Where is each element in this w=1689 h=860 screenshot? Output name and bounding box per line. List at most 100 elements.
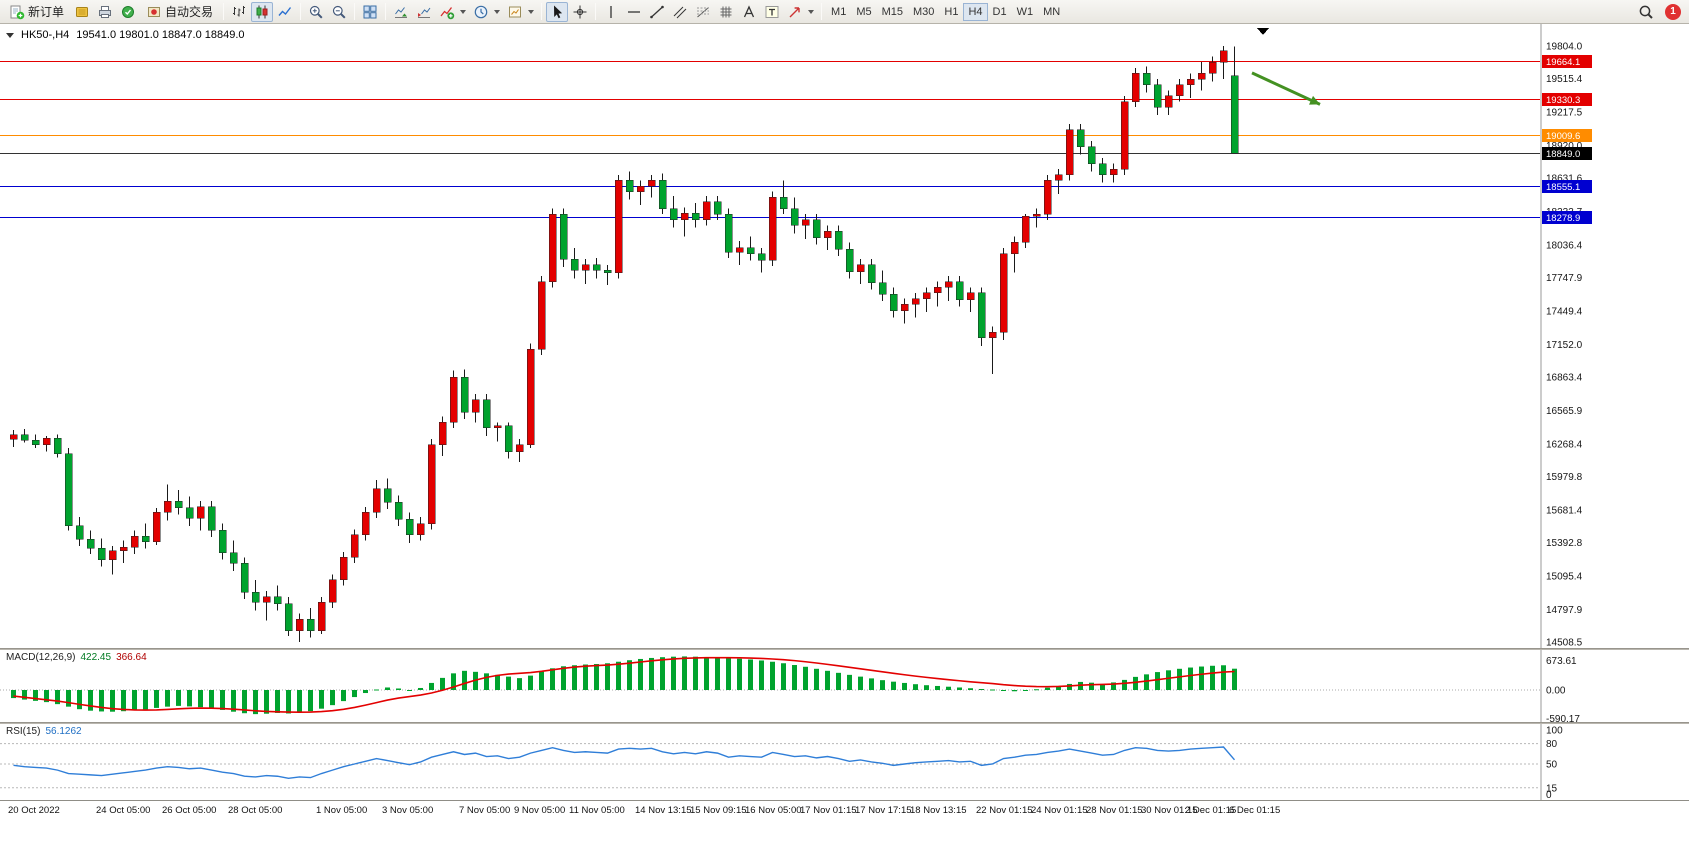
tile-windows-button[interactable] [359, 2, 381, 22]
text-label-button[interactable] [761, 2, 783, 22]
timeframe-m1[interactable]: M1 [831, 5, 847, 18]
candle-body [119, 547, 128, 551]
candle-body [317, 602, 326, 631]
expert-advisors-button[interactable] [117, 2, 139, 22]
toolbar-separator [821, 3, 823, 20]
vertical-line-icon [610, 5, 612, 18]
main-chart-panel[interactable]: 19804.019515.419217.518920.018631.618333… [0, 24, 1689, 648]
macd-bar [55, 690, 60, 705]
candle-body [1120, 101, 1129, 170]
macd-bar [946, 686, 951, 690]
macd-histogram [11, 656, 1237, 715]
search-button[interactable] [1635, 2, 1657, 22]
macd-bar [385, 687, 390, 690]
macd-bar [1188, 667, 1193, 690]
rsi-panel[interactable]: 100 80 50 15 0 RSI(15) 56.1262 [0, 724, 1689, 800]
vertical-line-button[interactable] [600, 2, 622, 22]
panel-splitter[interactable] [0, 648, 1689, 650]
panel-splitter[interactable] [0, 722, 1689, 724]
main-chart-canvas[interactable]: 19804.019515.419217.518920.018631.618333… [0, 24, 1689, 648]
price-tick-label: 17747.9 [1546, 273, 1583, 284]
candlestick-chart-button[interactable] [251, 1, 274, 22]
macd-bar [297, 690, 302, 713]
fibonacci-button[interactable] [692, 2, 714, 22]
timeframe-h4[interactable]: H4 [963, 2, 988, 21]
timeframe-m15[interactable]: M15 [881, 5, 903, 18]
macd-bar [187, 690, 192, 707]
price-tick-label: 18920.0 [1546, 141, 1583, 152]
auto-trading-label: 自动交易 [165, 5, 214, 19]
templates-button[interactable] [504, 2, 537, 22]
price-axis-group[interactable]: 19804.019515.419217.518920.018631.618333… [1540, 24, 1583, 648]
macd-bar [352, 690, 357, 698]
zoom-in-button[interactable] [305, 2, 327, 22]
indicators-button[interactable] [436, 2, 469, 22]
candle-body [86, 539, 95, 549]
rsi-scale-label: 50 [1546, 760, 1558, 771]
candle-body [537, 281, 546, 350]
timeframe-h1[interactable]: H1 [944, 5, 959, 18]
crosshair-button[interactable] [569, 2, 591, 22]
time-axis-label: 18 Nov 13:15 [910, 805, 967, 816]
macd-bar [1155, 672, 1160, 690]
rsi-canvas[interactable]: 100 80 50 150 [0, 724, 1689, 800]
time-axis-label: 6 Dec 01:15 [1229, 805, 1281, 816]
trend-arrow-annotation[interactable] [1251, 71, 1321, 106]
channel-button[interactable] [669, 2, 691, 22]
print-button[interactable] [94, 2, 116, 22]
candle-body [944, 281, 953, 288]
text-button[interactable] [738, 2, 760, 22]
auto-scroll-button[interactable] [390, 2, 412, 22]
dropdown-arrow-icon [460, 9, 467, 14]
horizontal-line-button[interactable] [623, 2, 645, 22]
timeframe-m30[interactable]: M30 [913, 5, 935, 18]
periods-button[interactable] [470, 2, 503, 22]
candle-body [493, 425, 502, 429]
candle-body [438, 422, 447, 446]
macd-panel[interactable]: 673.61 0.00 -590.17 MACD(12,26,9) 422.45 3… [0, 650, 1689, 722]
time-axis[interactable]: 20 Oct 2022 24 Oct 05:00 26 Oct 05:00 28 Oc… [0, 800, 1689, 820]
line-chart-button[interactable] [274, 2, 296, 22]
timeframe-group: M1 M5 M15 M30 H1 H4 D1 W1 MN [826, 2, 1065, 21]
timeframe-mn[interactable]: MN [1043, 5, 1061, 18]
candle-body [427, 444, 436, 524]
macd-main-value: 422.45 [80, 652, 112, 663]
macd-bar [286, 690, 291, 714]
macd-bar [1122, 679, 1127, 690]
candle-body [922, 292, 931, 299]
time-axis-label: 28 Nov 01:15 [1086, 805, 1143, 816]
notification-badge[interactable]: 1 [1665, 3, 1681, 20]
zoom-out-button[interactable] [328, 2, 350, 22]
expert-advisors-icon [122, 5, 135, 18]
arrows-button[interactable] [784, 2, 817, 22]
grid-tool-button[interactable] [715, 2, 737, 22]
cursor-button[interactable] [546, 1, 569, 22]
macd-canvas[interactable]: 673.61 0.00 -590.17 [0, 650, 1689, 722]
scroll-to-end-marker[interactable] [1257, 28, 1269, 35]
candle-body [911, 298, 920, 305]
timeframe-d1[interactable]: D1 [992, 5, 1007, 18]
candle-body [977, 292, 986, 339]
new-order-button[interactable]: 新订单 [3, 2, 70, 22]
candle-body [449, 377, 458, 423]
market-watch-button[interactable] [71, 2, 93, 22]
macd-bar [132, 690, 137, 711]
one-click-trading-toggle[interactable] [6, 32, 14, 38]
candle-body [691, 212, 700, 221]
candle-body [1109, 168, 1118, 176]
macd-bar [1045, 687, 1050, 690]
market-watch-icon [76, 6, 89, 17]
timeframe-w1[interactable]: W1 [1016, 5, 1034, 18]
candle-body [801, 219, 810, 226]
trendline-button[interactable] [646, 2, 668, 22]
macd-bar [605, 663, 610, 690]
auto-trading-button[interactable]: 自动交易 [140, 2, 219, 22]
candle-body [526, 348, 535, 446]
candle-body [9, 434, 18, 440]
macd-bar [880, 680, 885, 690]
candle-body [64, 453, 73, 527]
bar-chart-button[interactable] [228, 2, 250, 22]
timeframe-m5[interactable]: M5 [856, 5, 872, 18]
chart-shift-button[interactable] [413, 2, 435, 22]
candle-body [966, 292, 975, 300]
